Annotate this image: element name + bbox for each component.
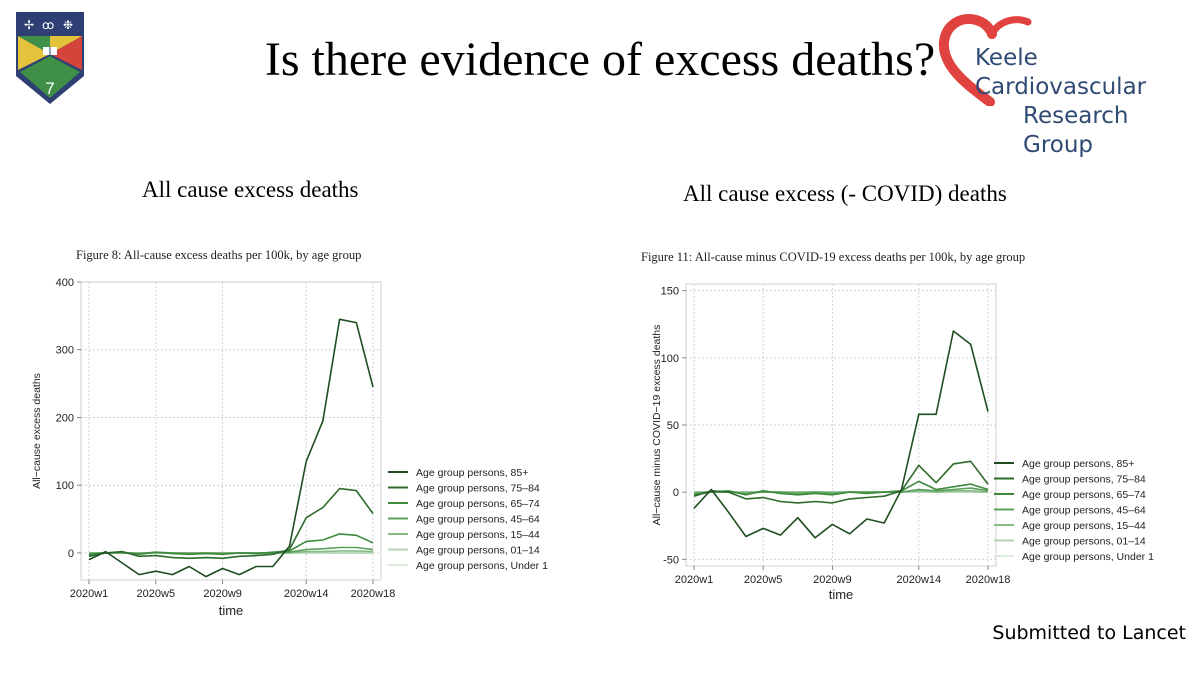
x-tick-label: 2020w18: [966, 574, 1011, 586]
legend-label: Age group persons, 75–84: [1022, 474, 1146, 486]
y-tick-label: 0: [68, 548, 74, 560]
y-tick-label: 50: [667, 420, 679, 432]
y-tick-label: 400: [56, 277, 74, 289]
figure-8-excess-deaths-chart: 0 100 200 300 400 2020w1 2020w5 2020w9 2020w14 20…: [31, 277, 548, 618]
submission-note: Submitted to Lancet: [992, 622, 1186, 644]
series-line: [693, 460, 989, 504]
heart-logo-icon: [938, 14, 1032, 106]
right-section-heading: All cause excess (- COVID) deaths: [683, 181, 1007, 206]
legend-label: Age group persons, 85+: [1022, 458, 1134, 470]
y-tick-label: 150: [661, 286, 679, 298]
figure-8-caption: Figure 8: All-cause excess deaths per 10…: [76, 248, 362, 262]
legend-label: Age group persons, 45–64: [416, 514, 540, 526]
x-tick-label: 2020w1: [675, 574, 714, 586]
y-axis-label: All−cause excess deaths: [31, 373, 43, 489]
y-tick-label: 100: [56, 480, 74, 492]
x-tick-label: 2020w5: [744, 574, 783, 586]
plot-frame: [685, 283, 997, 567]
y-tick-label: 100: [661, 353, 679, 365]
x-axis-label: time: [829, 587, 854, 602]
y-tick-label: -50: [663, 554, 679, 566]
svg-text:❉: ❉: [63, 18, 73, 32]
x-tick-label: 2020w9: [813, 574, 852, 586]
legend-label: Age group persons, 45–64: [1022, 505, 1146, 517]
series-line: [88, 487, 374, 560]
series-line: [693, 480, 989, 496]
y-axis-label: All−cause minus COVID−19 excess deaths: [651, 325, 663, 526]
legend-label: Age group persons, Under 1: [416, 560, 548, 572]
legend-label: Age group persons, 01–14: [1022, 536, 1146, 548]
x-tick-label: 2020w5: [137, 588, 176, 600]
y-tick-label: 0: [673, 487, 679, 499]
svg-text:ꝏ: ꝏ: [42, 18, 54, 32]
legend-label: Age group persons, 15–44: [416, 529, 540, 541]
x-tick-label: 2020w14: [896, 574, 941, 586]
university-crest-logo: ✢ ꝏ ❉ 7: [16, 12, 84, 104]
research-group-logo-text: Keele Cardiovascular Research Group: [975, 44, 1200, 160]
crest-number: 7: [45, 79, 54, 98]
logo-line-1: Keele Cardiovascular: [975, 45, 1147, 100]
logo-line-2: Research Group: [1023, 103, 1129, 158]
svg-text:✢: ✢: [24, 18, 34, 32]
x-axis-label: time: [219, 603, 244, 618]
x-tick-label: 2020w14: [284, 588, 329, 600]
legend-label: Age group persons, 65–74: [416, 498, 540, 510]
legend-label: Age group persons, 85+: [416, 467, 528, 479]
left-section-heading: All cause excess deaths: [142, 177, 359, 202]
legend-label: Age group persons, 01–14: [416, 545, 540, 557]
legend-label: Age group persons, 75–84: [416, 483, 540, 495]
x-tick-label: 2020w1: [70, 588, 109, 600]
y-tick-label: 300: [56, 345, 74, 357]
figure-11-excess-minus-covid-chart: -50 0 50 100 150 2020w1 2020w5 2020w9 2020w14 202…: [651, 283, 1154, 602]
slide-title: Is there evidence of excess deaths?: [264, 33, 936, 86]
series-line: [88, 318, 374, 578]
legend-label: Age group persons, Under 1: [1022, 551, 1154, 563]
series-line: [693, 330, 989, 539]
x-tick-label: 2020w9: [203, 588, 242, 600]
figure-11-caption: Figure 11: All-cause minus COVID-19 exce…: [641, 250, 1026, 264]
series-line: [88, 533, 374, 556]
legend-label: Age group persons, 65–74: [1022, 489, 1146, 501]
legend-label: Age group persons, 15–44: [1022, 520, 1146, 532]
x-tick-label: 2020w18: [351, 588, 396, 600]
y-tick-label: 200: [56, 412, 74, 424]
